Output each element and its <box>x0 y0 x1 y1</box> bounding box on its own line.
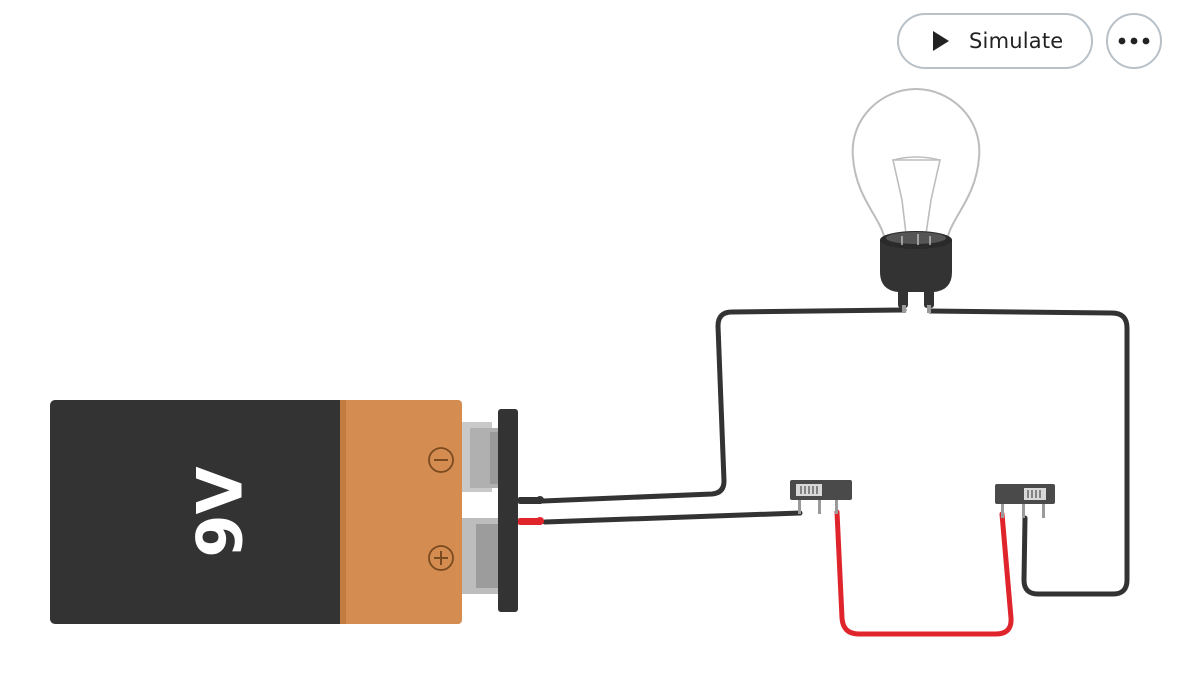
bulb-terminal-left[interactable] <box>898 288 908 308</box>
bulb-base <box>880 234 952 292</box>
battery-cap <box>340 400 462 624</box>
slide-switch-left[interactable] <box>790 480 852 514</box>
wires <box>540 307 1130 637</box>
more-options-button[interactable] <box>1106 13 1162 69</box>
negative-terminal-symbol <box>428 447 454 473</box>
wire-positive-to-switch-left[interactable] <box>542 510 803 525</box>
wire-negative-to-bulb[interactable] <box>540 307 907 504</box>
wire-switch-to-switch[interactable] <box>834 509 1014 637</box>
wire-bulb-to-switch-right[interactable] <box>927 308 1130 597</box>
bulb-glass <box>851 87 981 237</box>
negative-terminal[interactable] <box>462 422 500 492</box>
simulate-button-label: Simulate <box>969 29 1064 53</box>
simulation-toolbar: Simulate <box>897 13 1162 69</box>
bulb-terminal-right[interactable] <box>924 288 934 308</box>
battery-snap-connector <box>498 409 518 612</box>
positive-terminal[interactable] <box>462 518 500 594</box>
bulb-filament <box>892 159 941 235</box>
battery-body <box>50 400 345 624</box>
simulate-button[interactable]: Simulate <box>897 13 1093 69</box>
positive-terminal-symbol <box>428 545 454 571</box>
battery-voltage-label: 9V <box>184 466 257 557</box>
battery-9v[interactable]: 9V <box>50 400 544 624</box>
play-icon <box>933 31 949 51</box>
more-horizontal-icon <box>1118 37 1150 45</box>
light-bulb[interactable] <box>851 87 981 313</box>
slide-switch-right[interactable] <box>995 484 1055 518</box>
